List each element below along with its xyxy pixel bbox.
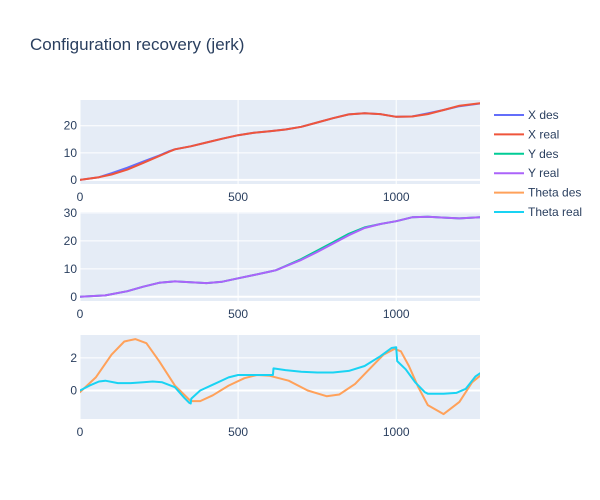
legend-item[interactable]: Y des xyxy=(494,147,558,161)
y-tick-label: 2 xyxy=(70,351,77,365)
legend-item[interactable]: X des xyxy=(494,108,559,122)
legend-item[interactable]: X real xyxy=(494,127,559,141)
series-line-theta-real xyxy=(80,346,480,405)
x-tick-label: 1000 xyxy=(383,307,410,321)
legend-label: Y real xyxy=(528,166,559,180)
y-tick-label: 10 xyxy=(64,262,78,276)
subplots: 0 500 1000 0 10 20 0 500 1000 0 10 20 30 0 500 1000 0 2 xyxy=(64,100,480,439)
x-tick-label: 0 xyxy=(77,307,84,321)
x-tick-label: 500 xyxy=(228,190,248,204)
legend-label: Y des xyxy=(528,147,558,161)
x-tick-label: 500 xyxy=(228,307,248,321)
x-tick-label: 500 xyxy=(228,425,248,439)
subplot-1: 0 500 1000 0 10 20 xyxy=(64,100,480,204)
subplot-2: 0 500 1000 0 10 20 30 xyxy=(64,206,480,321)
series-line-x-real xyxy=(80,102,480,181)
legend-item[interactable]: Theta real xyxy=(494,205,582,219)
plot-area xyxy=(80,335,480,419)
x-tick-label: 0 xyxy=(77,425,84,439)
series-line-y-real xyxy=(80,215,480,298)
subplot-3: 0 500 1000 0 2 xyxy=(70,335,480,439)
series-lines xyxy=(80,338,480,416)
y-tick-label: 0 xyxy=(70,290,77,304)
y-tick-label: 0 xyxy=(70,173,77,187)
plot-area xyxy=(80,100,480,184)
y-tick-label: 10 xyxy=(64,146,78,160)
legend-item[interactable]: Y real xyxy=(494,166,559,180)
x-tick-label: 1000 xyxy=(383,425,410,439)
series-line-theta-des xyxy=(80,338,480,416)
legend-label: Theta real xyxy=(528,205,582,219)
y-tick-label: 20 xyxy=(64,119,78,133)
legend[interactable]: X des X real Y des Y real Theta des Theta rea… xyxy=(494,108,582,219)
x-tick-label: 1000 xyxy=(383,190,410,204)
series-lines xyxy=(80,102,480,181)
y-tick-label: 0 xyxy=(70,383,77,397)
legend-label: X des xyxy=(528,108,559,122)
legend-label: Theta des xyxy=(528,186,581,200)
series-lines xyxy=(80,215,480,298)
legend-item[interactable]: Theta des xyxy=(494,186,581,200)
x-tick-label: 0 xyxy=(77,190,84,204)
chart-title: Configuration recovery (jerk) xyxy=(30,35,244,54)
y-tick-label: 30 xyxy=(64,206,78,220)
legend-label: X real xyxy=(528,127,559,141)
y-tick-label: 20 xyxy=(64,234,78,248)
